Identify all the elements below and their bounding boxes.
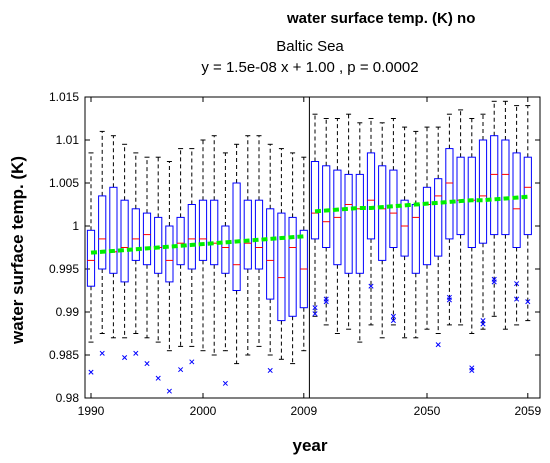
outlier-marker (99, 350, 105, 356)
box (445, 148, 454, 240)
box (389, 169, 398, 249)
x-tick-label: 2050 (414, 404, 441, 418)
box (266, 208, 275, 300)
x-tick-label: 1990 (78, 404, 105, 418)
box (456, 156, 465, 236)
y-tick-label: 0.995 (49, 262, 79, 276)
box (422, 186, 432, 266)
outlier-marker (446, 297, 452, 303)
box (198, 199, 208, 261)
box (344, 173, 353, 274)
figure-suptitle: water surface temp. (K) no (287, 10, 476, 27)
box (322, 165, 331, 248)
box (154, 216, 163, 274)
box (232, 182, 241, 291)
box (176, 216, 185, 266)
box (187, 204, 196, 270)
box (501, 139, 510, 236)
outlier-marker (514, 296, 520, 302)
outlier-marker (390, 313, 396, 319)
box (366, 152, 376, 240)
box (378, 165, 387, 261)
box (221, 225, 230, 274)
box (400, 199, 409, 257)
outlier-marker (133, 350, 139, 356)
box (434, 178, 443, 257)
box (120, 199, 129, 283)
outlier-marker (323, 299, 329, 305)
box (86, 229, 96, 287)
outlier-marker (469, 367, 475, 374)
outlier-marker (514, 281, 520, 287)
box (98, 195, 107, 270)
outlier-marker (267, 367, 273, 374)
outlier-marker (525, 299, 531, 305)
outlier-marker (155, 375, 161, 381)
box (165, 225, 174, 283)
box (490, 135, 499, 236)
box (277, 212, 286, 322)
outlier-marker (480, 321, 486, 327)
box (478, 139, 488, 244)
chart-subtitle: y = 1.5e-08 x + 1.00 , p = 0.0002 (201, 59, 419, 76)
box (243, 199, 252, 270)
outlier-marker (368, 283, 374, 289)
outlier-marker (312, 305, 318, 311)
trend-line (90, 234, 304, 255)
y-tick-label: 0.98 (56, 391, 80, 405)
y-tick-label: 1.01 (56, 133, 80, 147)
outlier-marker (435, 342, 441, 348)
outlier-marker (144, 361, 150, 367)
outlier-marker (312, 311, 318, 317)
outlier-marker (122, 355, 128, 361)
box (131, 208, 140, 261)
x-tick-label: 2000 (190, 404, 217, 418)
plot-frame (84, 96, 541, 399)
x-axis-label: year (292, 436, 328, 455)
box (210, 199, 219, 266)
x-tick-label: 2009 (290, 404, 317, 418)
y-tick-label: 0.99 (56, 305, 80, 319)
box (254, 199, 264, 270)
box (512, 152, 521, 248)
box (355, 173, 364, 274)
outlier-marker (222, 380, 228, 386)
y-tick-label: 0.985 (49, 348, 79, 362)
box (142, 212, 152, 266)
y-tick-label: 1 (72, 219, 79, 233)
chart-title: Baltic Sea (276, 38, 344, 55)
box (288, 216, 297, 317)
outlier-marker (491, 279, 497, 285)
outlier-marker (178, 367, 184, 373)
outlier-marker (88, 369, 94, 375)
outlier-marker (390, 318, 396, 324)
box (109, 186, 118, 274)
y-tick-label: 1.015 (49, 90, 79, 104)
y-tick-label: 1.005 (49, 176, 79, 190)
box (411, 204, 420, 274)
outlier-marker (166, 388, 172, 394)
x-tick-label: 2059 (514, 404, 541, 418)
box (310, 161, 320, 240)
outlier-marker (189, 359, 195, 365)
